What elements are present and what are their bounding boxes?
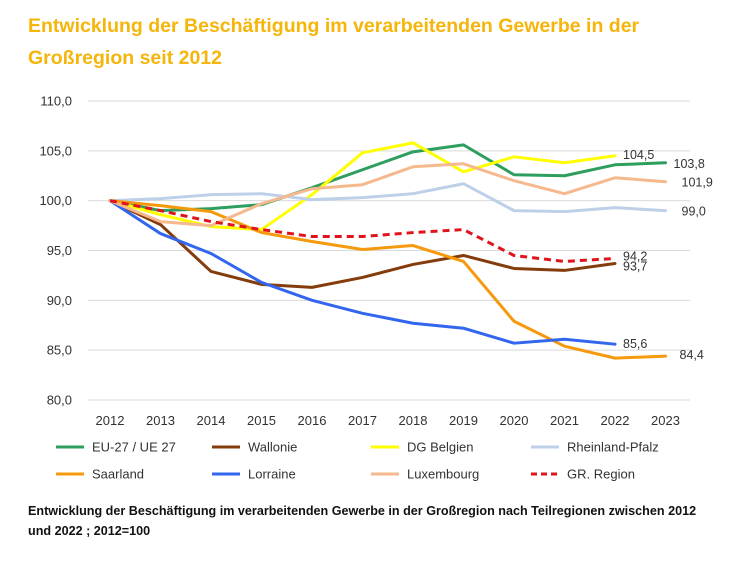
x-tick-label: 2022 (601, 413, 630, 428)
data-label: 103,8 (674, 157, 705, 171)
series-line-gr-region (109, 199, 616, 263)
chart-title: Entwicklung der Beschäftigung im verarbe… (28, 15, 640, 69)
y-tick-label: 100,0 (39, 193, 72, 208)
legend: EU-27 / UE 27 Wallonie DG Belgien Rheinland… (56, 440, 659, 482)
legend-label: Luxembourg (407, 467, 479, 482)
data-label: 85,6 (623, 337, 647, 351)
series-line-wallonie (108, 199, 617, 289)
y-tick-label: 95,0 (47, 243, 72, 258)
legend-label: Saarland (92, 467, 144, 482)
data-label: 93,7 (623, 259, 647, 273)
data-label: 94,2 (623, 249, 647, 263)
y-tick-label: 110,0 (40, 94, 72, 109)
y-tick-label: 90,0 (47, 293, 72, 308)
x-tick-label: 2017 (348, 413, 377, 428)
x-tick-label: 2016 (298, 413, 327, 428)
data-label: 99,0 (682, 205, 706, 219)
series-line-luxembourg (108, 162, 667, 228)
gridlines (88, 100, 690, 401)
x-tick-label: 2012 (96, 413, 125, 428)
end-labels: 103,8 93,7 104,5 99,0 84,4 85,6 101,9 94,2 (623, 148, 713, 362)
y-axis-ticks: 80,0 85,0 90,0 95,0 100,0 105,0 110,0 (39, 94, 72, 408)
x-tick-label: 2015 (247, 413, 276, 428)
legend-label: GR. Region (567, 467, 635, 482)
line-chart: 80,0 85,0 90,0 95,0 100,0 105,0 110,0 2012 2013… (39, 94, 713, 482)
legend-label: Rheinland-Pfalz (567, 440, 659, 455)
series-lines (108, 141, 667, 360)
series-line-dg-belgien (108, 141, 617, 232)
legend-label: Lorraine (248, 467, 296, 482)
x-tick-label: 2020 (500, 413, 529, 428)
x-axis-ticks: 2012 2013 2014 2015 2016 2017 2018 2019 2020 2021… (96, 413, 680, 428)
legend-label: DG Belgien (407, 440, 473, 455)
series-line-lorraine (108, 199, 617, 346)
y-tick-label: 80,0 (47, 393, 72, 408)
x-tick-label: 2023 (651, 413, 680, 428)
legend-label: EU-27 / UE 27 (92, 440, 176, 455)
data-label: 84,4 (680, 348, 704, 362)
legend-label: Wallonie (248, 440, 297, 455)
series-line-eu-27-ue-27 (108, 143, 667, 213)
y-tick-label: 105,0 (39, 143, 72, 158)
series-line-saarland (108, 199, 667, 360)
x-tick-label: 2021 (550, 413, 579, 428)
x-tick-label: 2013 (146, 413, 175, 428)
data-label: 104,5 (623, 148, 654, 162)
x-tick-label: 2018 (399, 413, 428, 428)
series-line-rheinland-pfalz (108, 182, 667, 214)
y-tick-label: 85,0 (47, 343, 72, 358)
x-tick-label: 2014 (197, 413, 226, 428)
data-label: 101,9 (682, 176, 713, 190)
chart-caption: Entwicklung der Beschäftigung im verarbe… (28, 504, 697, 538)
x-tick-label: 2019 (449, 413, 478, 428)
